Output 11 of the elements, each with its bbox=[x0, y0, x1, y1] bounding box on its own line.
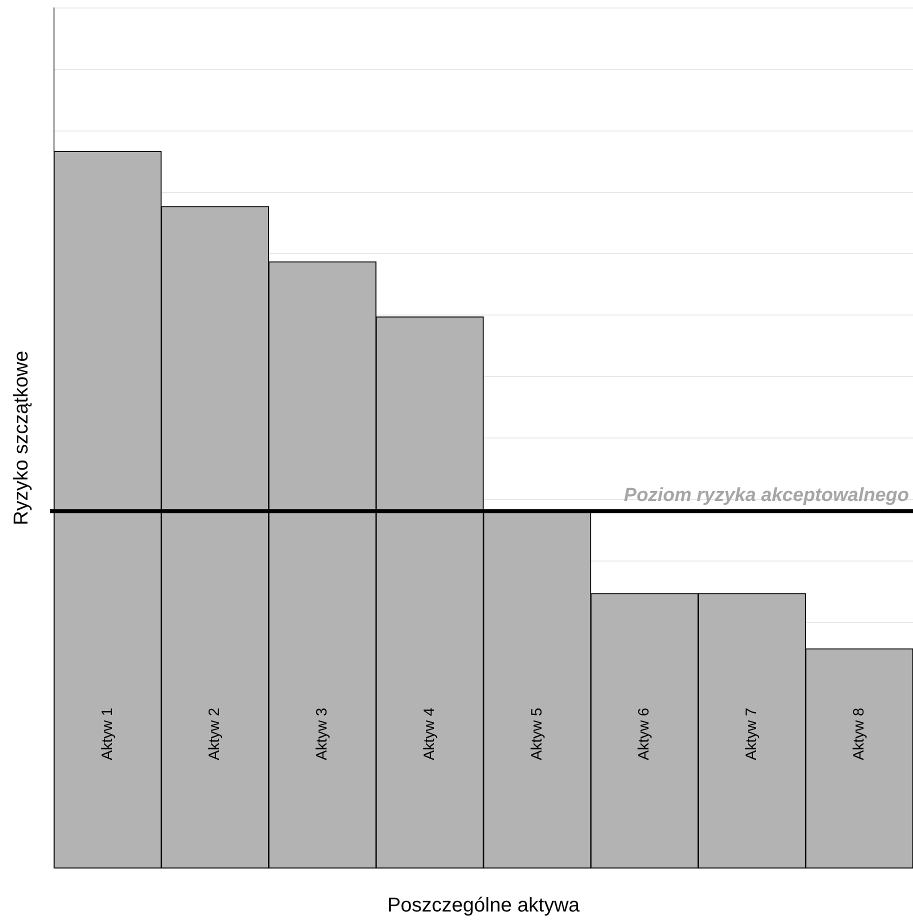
x-tick-label: Aktyw 3 bbox=[314, 708, 331, 760]
x-tick-label: Aktyw 6 bbox=[636, 708, 653, 760]
y-axis-title: Ryzyko szczątkowe bbox=[10, 350, 33, 526]
x-tick-label: Aktyw 5 bbox=[528, 708, 546, 760]
x-tick-label: Aktyw 8 bbox=[850, 708, 868, 760]
x-tick-label: Aktyw 2 bbox=[206, 708, 224, 760]
x-axis-title: Poszczególne aktywa bbox=[387, 894, 581, 917]
x-tick-label: Aktyw 4 bbox=[420, 708, 438, 760]
ref-line-label: Poziom ryzyka akceptowalnego bbox=[624, 484, 909, 506]
x-tick-label: Aktyw 7 bbox=[743, 708, 760, 760]
x-tick-label: Aktyw 1 bbox=[98, 708, 116, 760]
